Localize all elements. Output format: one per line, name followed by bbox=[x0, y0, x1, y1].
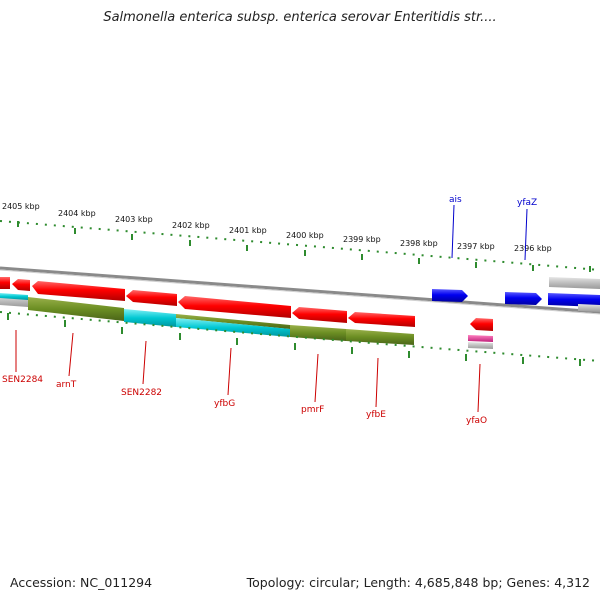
ruler-major-ticks bbox=[17, 221, 591, 272]
ruler-ticks-outer bbox=[0, 220, 600, 271]
gene-yfbG[interactable] bbox=[178, 296, 291, 318]
feature-gray-yfaO[interactable] bbox=[468, 342, 493, 349]
ruler-label: 2396 kbp bbox=[514, 244, 552, 253]
gene-ais[interactable] bbox=[432, 289, 468, 302]
ruler-label: 2404 kbp bbox=[58, 209, 96, 218]
gene-SEN2282[interactable] bbox=[126, 290, 177, 306]
ruler-label: 2405 kbp bbox=[2, 202, 40, 211]
gene-label-pmrF[interactable]: pmrF bbox=[301, 405, 324, 415]
gene-reverse-edge[interactable] bbox=[0, 277, 10, 289]
feature-olive-yfbG[interactable] bbox=[176, 314, 290, 329]
gene-label-yfbG[interactable]: yfbG bbox=[214, 399, 235, 409]
ruler-label: 2402 kbp bbox=[172, 221, 210, 230]
gene-SEN2284[interactable] bbox=[12, 279, 30, 291]
map-title: Salmonella enterica subsp. enterica sero… bbox=[103, 10, 497, 25]
ruler-label: 2397 kbp bbox=[457, 242, 495, 251]
feature-magenta-yfaO[interactable] bbox=[468, 335, 493, 342]
genome-summary-text: Topology: circular; Length: 4,685,848 bp… bbox=[246, 575, 590, 590]
ruler-labels: 2405 kbp 2404 kbp 2403 kbp 2402 kbp 2401… bbox=[2, 202, 552, 253]
gene-label-yfaO[interactable]: yfaO bbox=[466, 416, 487, 426]
gene-yfaZ[interactable] bbox=[505, 292, 542, 305]
genome-backbone bbox=[0, 266, 600, 315]
gene-label-arnT[interactable]: arnT bbox=[56, 380, 77, 390]
label-leaders bbox=[15, 204, 528, 413]
feature-cyan-yfbG[interactable] bbox=[176, 318, 290, 337]
pseudogene-gray-top[interactable] bbox=[549, 277, 600, 289]
gene-label-yfaZ[interactable]: yfaZ bbox=[517, 198, 537, 208]
ruler-label: 2401 kbp bbox=[229, 226, 267, 235]
feature-gray-right[interactable] bbox=[578, 304, 600, 312]
gene-yfbE[interactable] bbox=[348, 312, 415, 327]
feature-olive-pmrF[interactable] bbox=[290, 325, 346, 341]
feature-olive-arnT[interactable] bbox=[28, 297, 124, 321]
gene-label-yfbE[interactable]: yfbE bbox=[366, 410, 386, 420]
ruler-label: 2400 kbp bbox=[286, 231, 324, 240]
forward-strand-features[interactable] bbox=[432, 277, 600, 307]
feature-olive-yfbE[interactable] bbox=[346, 329, 414, 345]
gene-label-SEN2282[interactable]: SEN2282 bbox=[121, 388, 162, 398]
reverse-feature-band[interactable] bbox=[0, 293, 600, 349]
feature-cyan-left[interactable] bbox=[0, 293, 28, 300]
accession-text: Accession: NC_011294 bbox=[10, 575, 153, 590]
gene-arnT[interactable] bbox=[32, 281, 125, 301]
gene-forward-edge[interactable] bbox=[548, 293, 600, 307]
reverse-strand-genes[interactable] bbox=[0, 277, 493, 331]
ruler-label: 2398 kbp bbox=[400, 239, 438, 248]
gene-label-SEN2284[interactable]: SEN2284 bbox=[2, 375, 43, 385]
gene-pmrF[interactable] bbox=[292, 307, 347, 323]
gene-label-ais[interactable]: ais bbox=[449, 195, 462, 205]
ruler-ticks-inner bbox=[0, 311, 600, 366]
feature-cyan-SEN2282[interactable] bbox=[124, 309, 176, 327]
ruler-label: 2403 kbp bbox=[115, 215, 153, 224]
gene-yfaO[interactable] bbox=[470, 318, 493, 331]
ruler-label: 2399 kbp bbox=[343, 235, 381, 244]
